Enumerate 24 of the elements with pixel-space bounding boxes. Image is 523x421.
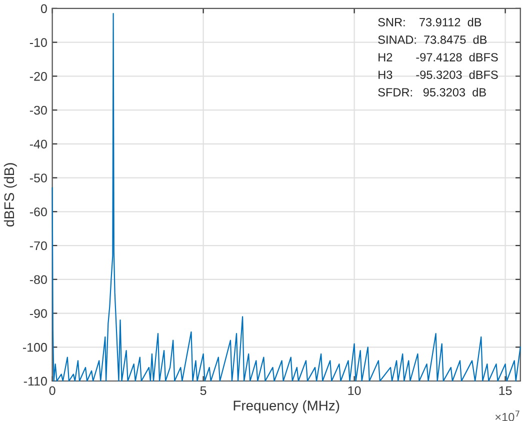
y-tick-label: -80: [30, 275, 47, 284]
annotation: SFDR: 95.3203 dB: [378, 88, 486, 96]
annotation: SINAD: 73.8475 dB: [378, 35, 487, 44]
y-tick-label: -60: [30, 207, 47, 216]
y-tick-label: -50: [30, 174, 47, 182]
x-axis-title: Frequency (MHz): [234, 400, 340, 414]
annotation: H3 -95.3203 dBFS: [378, 70, 498, 79]
text: ×10$^{7}$: [495, 410, 520, 421]
x-tick-label: 0: [49, 386, 56, 396]
y-tick-label: -20: [30, 72, 47, 81]
y-tick-label: -40: [30, 140, 47, 149]
y-tick-label: -110: [24, 376, 47, 386]
y-tick-label: -30: [30, 106, 47, 115]
annotation: SNR: 73.9112 dB: [378, 18, 482, 26]
y-tick-label: -70: [30, 241, 47, 250]
y-tick-label: -100: [22, 342, 47, 352]
annotation: H2 -97.4128 dBFS: [378, 52, 498, 62]
x-tick-label: 5: [200, 386, 206, 396]
y-axis-title: dBFS (dB): [4, 163, 17, 227]
y-tick-label: -90: [30, 309, 47, 318]
y-tick-label: 0: [40, 4, 47, 14]
x-tick-label: 10: [348, 386, 361, 396]
x-tick-label: 15: [499, 386, 512, 396]
y-tick-label: -10: [30, 38, 47, 47]
